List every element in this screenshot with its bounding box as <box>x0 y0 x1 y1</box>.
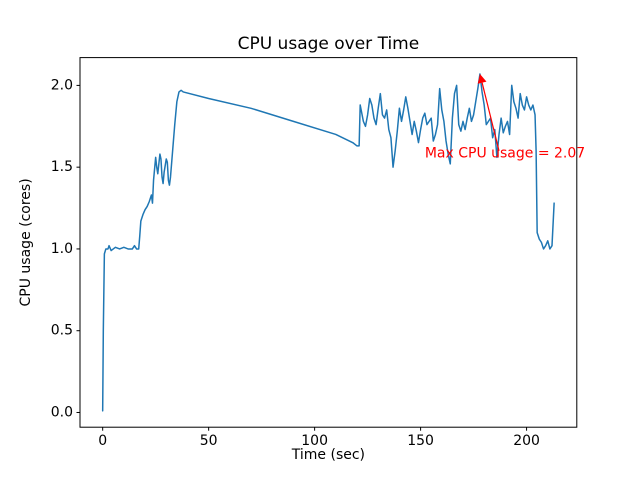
axes-spines <box>79 57 578 428</box>
x-tick-label: 50 <box>200 433 218 449</box>
x-tick-label: 100 <box>301 433 328 449</box>
y-axis-label: CPU usage (cores) <box>18 178 34 306</box>
y-tick-label: 1.5 <box>51 159 73 175</box>
y-tick-label: 0.0 <box>51 404 73 420</box>
x-tick-label: 200 <box>513 433 540 449</box>
annotation-arrowhead <box>477 73 487 84</box>
plot-area: 0 50 100 150 200 0.0 0.5 1.0 1.5 2.0 <box>51 57 578 449</box>
x-tick-label: 150 <box>407 433 434 449</box>
x-tick-label: 0 <box>98 433 107 449</box>
max-cpu-annotation: Max CPU usage = 2.07 <box>425 145 585 161</box>
x-axis-label: Time (sec) <box>291 447 365 463</box>
chart-title: CPU usage over Time <box>238 34 420 54</box>
cpu-usage-line <box>101 73 555 412</box>
y-tick-label: 2.0 <box>51 77 73 93</box>
annotation-arrow <box>481 82 500 151</box>
y-tick-label: 1.0 <box>51 241 73 257</box>
y-tick-label: 0.5 <box>51 323 73 339</box>
